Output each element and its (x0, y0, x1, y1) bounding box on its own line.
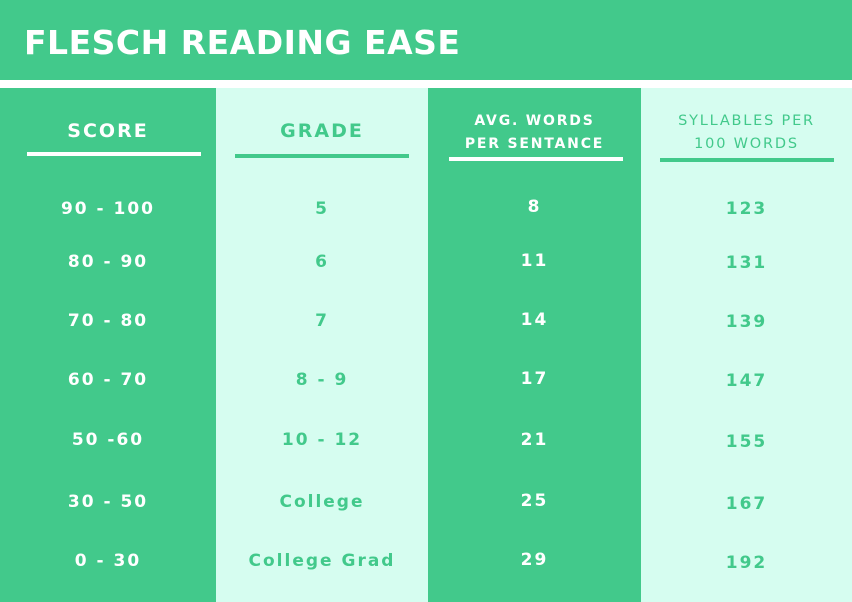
grade-header: GRADE (280, 120, 364, 142)
grade-cell: College (279, 492, 365, 512)
score-cell: 0 - 30 (74, 551, 142, 571)
words-header-line1: AVG. WORDS (474, 113, 595, 129)
grade-cell: 10 - 12 (281, 430, 363, 450)
words-cell: 29 (520, 550, 549, 570)
grade-cell: 7 (315, 311, 329, 331)
grade-cell: College Grad (248, 551, 396, 571)
score-header-underline (27, 152, 201, 156)
syllables-cell: 131 (725, 253, 768, 273)
score-column: SCORE 90 - 100 80 - 90 70 - 80 60 - 70 5… (0, 88, 216, 602)
score-header: SCORE (67, 120, 149, 142)
score-cell: 60 - 70 (67, 370, 149, 390)
page-title: FLESCH READING EASE (24, 23, 461, 62)
score-cell: 50 -60 (71, 430, 145, 450)
grade-cell: 6 (315, 252, 329, 272)
words-header: AVG. WORDS PER SENTANCE (428, 110, 641, 156)
words-per-sentence-column: AVG. WORDS PER SENTANCE 8 11 14 17 21 25… (428, 88, 641, 602)
syllables-cell: 155 (725, 432, 768, 452)
syllables-cell: 192 (725, 553, 768, 573)
words-cell: 11 (520, 251, 549, 271)
words-header-underline (449, 157, 623, 161)
grade-header-underline (235, 154, 409, 158)
syllables-cell: 123 (725, 199, 768, 219)
grade-column: GRADE 5 6 7 8 - 9 10 - 12 College Colleg… (216, 88, 428, 602)
syllables-header-line1: SYLLABLES PER (678, 113, 815, 129)
grade-cell: 8 - 9 (295, 370, 349, 390)
syllables-cell: 147 (725, 371, 768, 391)
words-cell: 8 (527, 197, 542, 217)
syllables-header-underline (660, 158, 834, 162)
words-cell: 21 (520, 430, 549, 450)
score-cell: 80 - 90 (67, 252, 149, 272)
score-cell: 30 - 50 (67, 492, 149, 512)
title-banner: FLESCH READING EASE (0, 0, 852, 80)
words-cell: 14 (520, 310, 549, 330)
grade-cell: 5 (315, 199, 329, 219)
syllables-header: SYLLABLES PER 100 WORDS (641, 110, 852, 156)
score-cell: 90 - 100 (60, 199, 156, 219)
syllables-cell: 167 (725, 494, 768, 514)
syllables-header-line2: 100 WORDS (694, 136, 799, 152)
syllables-cell: 139 (725, 312, 768, 332)
words-cell: 17 (520, 369, 549, 389)
syllables-column: SYLLABLES PER 100 WORDS 123 131 139 147 … (641, 88, 852, 602)
words-cell: 25 (520, 491, 549, 511)
words-header-line2: PER SENTANCE (464, 136, 605, 152)
score-cell: 70 - 80 (67, 311, 149, 331)
